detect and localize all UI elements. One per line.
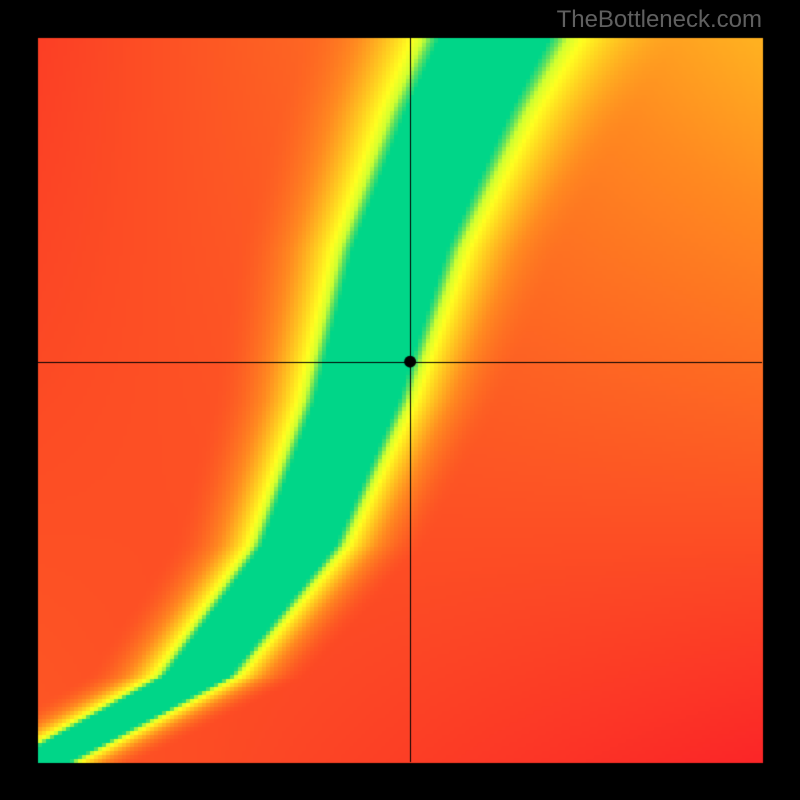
heatmap-canvas [0,0,800,800]
watermark-text: TheBottleneck.com [557,6,762,34]
chart-container: TheBottleneck.com [0,0,800,800]
